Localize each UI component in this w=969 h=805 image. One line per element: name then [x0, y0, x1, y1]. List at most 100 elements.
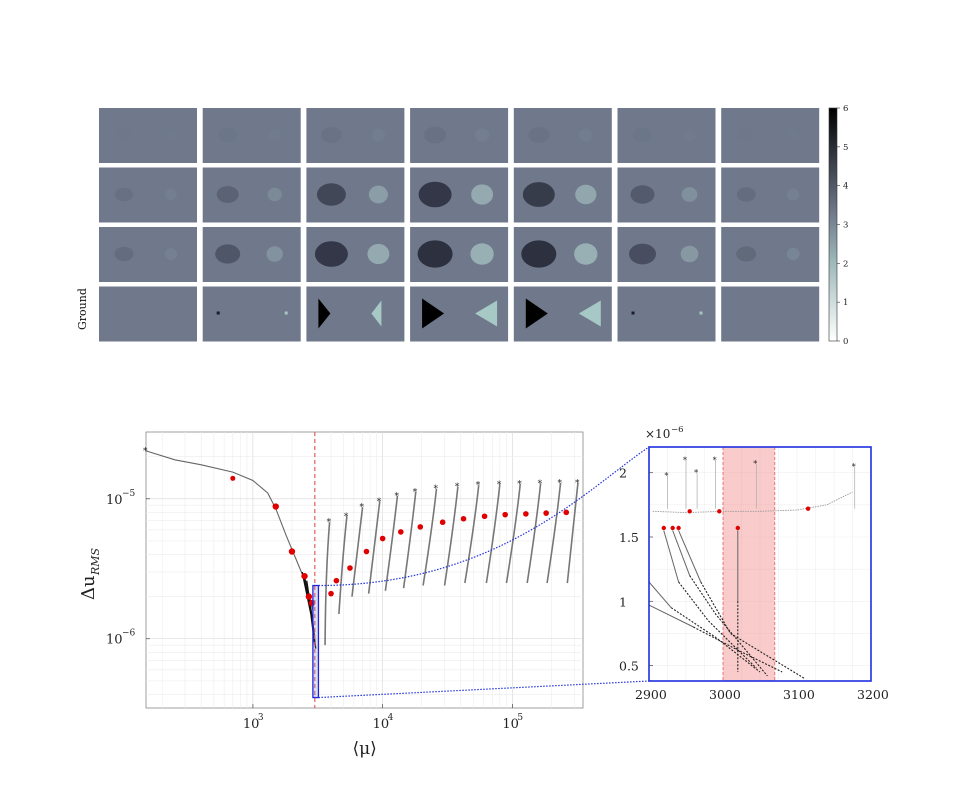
heatmap-cell-bg [721, 108, 820, 163]
branch-marker-10 [481, 513, 488, 520]
branch-star-1: * [327, 518, 332, 528]
zoom-y-tick-label-1: 1 [619, 594, 627, 609]
blob-light [164, 248, 178, 260]
branch-marker-3 [347, 565, 353, 571]
zoom-x-tick-label-2900: 2900 [635, 687, 667, 702]
ground-dot-light [699, 311, 703, 315]
zoom-connector-top [318, 446, 650, 587]
branch-marker-2 [333, 577, 340, 584]
zoom-multiplier: ×10 −6 [645, 425, 684, 441]
branch-curve-6 [402, 491, 417, 589]
heatmap-cell-r3-c4 [410, 227, 509, 282]
heatmap-cell-r4-c6 [617, 286, 716, 342]
branch-star-4: * [377, 497, 382, 507]
branch-curve-12 [526, 483, 542, 584]
blob-light [165, 129, 177, 141]
blob-light [579, 128, 593, 142]
colorbar-tick-label-1: 1 [843, 298, 848, 308]
branch-marker-7 [417, 524, 424, 530]
colorbar-tick-label-6: 6 [843, 104, 848, 114]
colorbar-tick-label-5: 5 [843, 143, 848, 153]
branch-marker-9 [460, 515, 467, 522]
blob-light [165, 188, 177, 201]
blob-light [787, 129, 799, 141]
zoom-solid-4 [672, 530, 691, 576]
ground-light-triangle [475, 300, 498, 327]
zoom-marker-7 [805, 506, 811, 511]
main-start-star: * [143, 447, 148, 457]
heatmap-cell-r1-c3 [306, 108, 405, 163]
branch-star-12: * [538, 479, 543, 489]
colorbar-tick-label-0: 0 [843, 337, 848, 347]
blob-dark [736, 246, 757, 262]
blob-light [680, 245, 699, 263]
colorbar-tick-label-2: 2 [843, 259, 848, 269]
branch-star-7: * [433, 485, 438, 495]
heatmap-cell-bg [99, 108, 197, 163]
ground-light-triangle [578, 300, 601, 327]
x-tick-exp: 4 [388, 713, 394, 723]
heatmap-cell-r2-c5 [513, 167, 612, 223]
branch-marker-5 [379, 535, 386, 542]
heatmap-cell-r2-c6 [617, 167, 716, 223]
heatmap-cell-r2-c4 [410, 167, 509, 223]
branch-marker-6 [398, 529, 404, 535]
heatmap-cell-r3-c5 [513, 227, 612, 282]
x-tick-exp: 3 [258, 713, 264, 723]
zoom-marker-4 [687, 509, 692, 514]
heatmap-cell-r2-c7 [721, 167, 820, 223]
zoom-x-tick-label-3100: 3100 [783, 687, 815, 702]
blob-dark [115, 128, 133, 142]
blob-dark [424, 126, 447, 144]
heatmap-cell-r2-c3 [306, 167, 405, 223]
x-tick-label-3: 105 [502, 713, 523, 732]
y-tick-label-1: 10 −6 [106, 629, 136, 648]
branch-curve-14 [566, 482, 579, 584]
branch-star-13: * [558, 479, 563, 489]
heatmap-cell-r3-c2 [202, 227, 301, 282]
y-tick-base: 10 [106, 633, 123, 648]
heatmap-cell-r3-c7 [721, 227, 820, 282]
branch-marker-4 [363, 548, 370, 555]
branch-marker-12 [523, 511, 529, 517]
branch-star-6: * [413, 488, 418, 498]
zoom-star-4: * [713, 456, 717, 465]
branch-star-9: * [476, 481, 481, 491]
colorbar-tick-label-4: 4 [843, 182, 848, 192]
zoom-dotted-2 [670, 607, 761, 673]
branch-star-2: * [344, 512, 349, 522]
blob-light [268, 129, 281, 141]
branch-curve-8 [443, 486, 459, 586]
zoom-plot-frame [648, 446, 872, 682]
heatmap-cell-bg [721, 286, 820, 342]
heatmap-cell-r1-c2 [202, 108, 301, 163]
heatmap-grid: 0 1 2 3 4 5 6 [99, 104, 848, 347]
blob-dark [633, 127, 652, 143]
blob-dark [630, 185, 655, 204]
zoom-multiplier-base: ×10 [645, 427, 670, 441]
zoom-x-tick-label-3200: 3200 [857, 687, 889, 702]
y-tick-exp: −6 [122, 629, 136, 639]
heatmap-cell-r4-c2 [202, 286, 301, 342]
y-tick-base: 10 [106, 493, 123, 508]
main-marker-4 [301, 572, 308, 580]
heatmap-cell-r1-c1 [99, 108, 197, 163]
ground-dark-triangle [525, 298, 548, 329]
ground-dark-triangle [422, 298, 445, 329]
zoom-x-tick-label-3000: 3000 [709, 687, 741, 702]
blob-dark [522, 182, 555, 207]
blob-dark [216, 186, 239, 203]
main-marker-3 [288, 548, 296, 555]
branch-curve-5 [384, 495, 399, 591]
main-plot-frame [145, 431, 584, 709]
zoom-solid-5 [678, 530, 702, 583]
zoom-marker-6 [735, 525, 740, 531]
heatmap-cell-r3-c3 [306, 227, 405, 282]
heatmap-cell-r1-c7 [721, 108, 820, 163]
x-axis-label: ⟨μ⟩ [353, 739, 377, 759]
zoom-y-tick-label-2: 2 [619, 466, 627, 481]
blob-light [681, 187, 698, 202]
heatmap-cell-r1-c5 [513, 108, 612, 163]
zoom-marker-3 [676, 525, 681, 531]
